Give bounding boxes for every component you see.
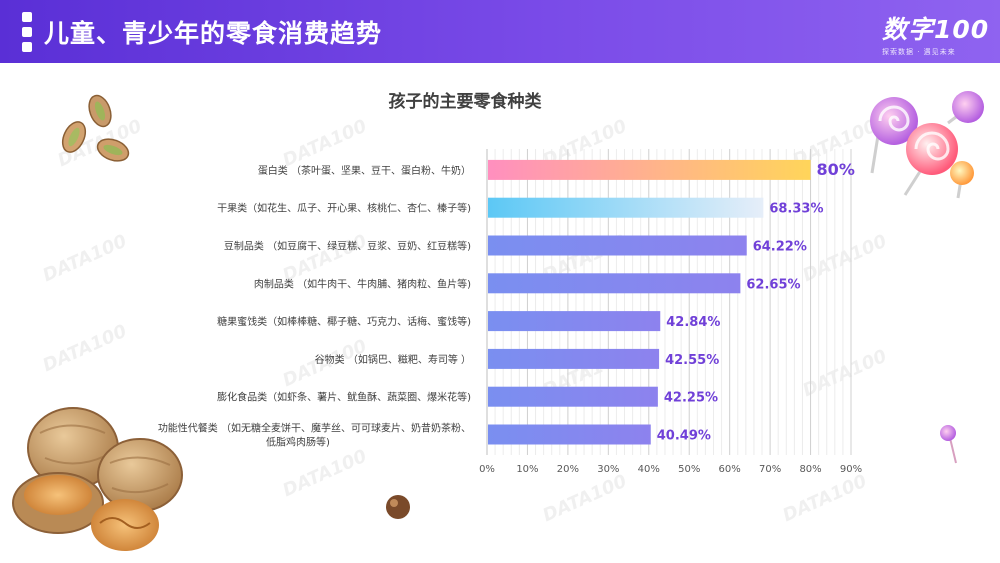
header-bar: 儿童、青少年的零食消费趋势 数字100 探索数据 · 遇见未来	[0, 0, 1000, 63]
category-label: 糖果蜜饯类（如棒棒糖、椰子糖、巧克力、话梅、蜜饯等)	[217, 315, 471, 328]
x-tick-label: 50%	[678, 464, 700, 475]
value-labels: 80% 68.33% 64.22% 62.65% 42.84% 42.55% 42.25% 4…	[657, 160, 855, 444]
category-label: 谷物类 （如锅巴、糍粑、寿司等 ）	[315, 353, 471, 366]
gridlines	[486, 149, 852, 455]
category-label: 功能性代餐类 （如无糖全麦饼干、魔芋丝、可可球麦片、奶昔奶茶粉、低脂鸡肉肠等)	[158, 422, 471, 449]
category-label: 干果类（如花生、瓜子、开心果、核桃仁、杏仁、榛子等)	[217, 202, 471, 215]
category-label: 肉制品类 （如牛肉干、牛肉脯、猪肉粒、鱼片等)	[254, 277, 471, 290]
brand-logo: 数字100 探索数据 · 遇见未来	[882, 10, 992, 56]
value-label: 80%	[817, 160, 855, 179]
category-label-line: 豆制品类 （如豆腐干、绿豆糕、豆浆、豆奶、红豆糕等)	[224, 240, 471, 253]
category-label: 膨化食品类（如虾条、薯片、鱿鱼酥、蔬菜圈、爆米花等)	[217, 391, 471, 404]
x-tick-label: 30%	[597, 464, 619, 475]
category-label: 豆制品类 （如豆腐干、绿豆糕、豆浆、豆奶、红豆糕等)	[224, 240, 471, 253]
value-label: 42.55%	[665, 353, 719, 368]
category-label-line: 功能性代餐类 （如无糖全麦饼干、魔芋丝、可可球麦片、奶昔奶茶粉、	[158, 422, 471, 435]
logo-sub-text: 探索数据 · 遇见未来	[882, 48, 956, 56]
value-label: 42.84%	[666, 315, 720, 330]
category-labels: 蛋白类 （茶叶蛋、坚果、豆干、蛋白粉、牛奶） 干果类（如花生、瓜子、开心果、核桃仁…	[158, 164, 471, 449]
logo-main-text: 数字100	[882, 15, 990, 44]
lollipop-icon	[940, 425, 957, 464]
chart-title: 孩子的主要零食种类	[389, 91, 543, 112]
x-tick-label: 80%	[799, 464, 821, 475]
pistachio-icon	[61, 94, 130, 162]
lollipop-icon	[870, 91, 984, 199]
value-label: 42.25%	[664, 391, 718, 406]
x-tick-label: 0%	[479, 464, 495, 475]
bar-group	[488, 159, 811, 445]
value-label: 62.65%	[746, 277, 800, 292]
category-label-line: 糖果蜜饯类（如棒棒糖、椰子糖、巧克力、话梅、蜜饯等)	[217, 315, 471, 328]
hazelnut-icon	[386, 495, 410, 519]
category-label-line: 膨化食品类（如虾条、薯片、鱿鱼酥、蔬菜圈、爆米花等)	[217, 391, 471, 404]
x-tick-label: 20%	[557, 464, 579, 475]
category-label-line: 低脂鸡肉肠等)	[266, 436, 330, 449]
value-label: 68.33%	[769, 202, 823, 217]
category-label-line: 蛋白类 （茶叶蛋、坚果、豆干、蛋白粉、牛奶）	[258, 164, 471, 177]
bar	[488, 348, 660, 369]
bar	[488, 273, 741, 294]
x-tick-label: 90%	[840, 464, 862, 475]
bar	[488, 235, 747, 256]
x-tick-label: 60%	[719, 464, 741, 475]
walnut-icon	[12, 407, 183, 551]
bar	[488, 159, 811, 180]
category-label-line: 干果类（如花生、瓜子、开心果、核桃仁、杏仁、榛子等)	[217, 202, 471, 215]
x-tick-label: 10%	[516, 464, 538, 475]
category-label-line: 肉制品类 （如牛肉干、牛肉脯、猪肉粒、鱼片等)	[254, 277, 471, 290]
x-axis-ticks: 0% 10% 20% 30% 40% 50% 60% 70% 80% 90%	[479, 464, 862, 475]
page-title: 儿童、青少年的零食消费趋势	[44, 19, 383, 48]
value-label: 64.22%	[753, 240, 807, 255]
bar	[488, 386, 658, 407]
bar-chart: 孩子的主要零食种类 蛋白类 （茶叶蛋、坚果、豆干、蛋白粉、牛奶） 干果类（如花生、…	[12, 91, 984, 551]
bar	[488, 311, 661, 332]
category-label: 蛋白类 （茶叶蛋、坚果、豆干、蛋白粉、牛奶）	[258, 164, 471, 177]
header-mark-icon	[22, 12, 32, 52]
category-label-line: 谷物类 （如锅巴、糍粑、寿司等 ）	[315, 353, 471, 366]
bar	[488, 197, 764, 218]
x-tick-label: 40%	[638, 464, 660, 475]
x-tick-label: 70%	[759, 464, 781, 475]
bar	[488, 424, 651, 445]
value-label: 40.49%	[657, 429, 711, 444]
